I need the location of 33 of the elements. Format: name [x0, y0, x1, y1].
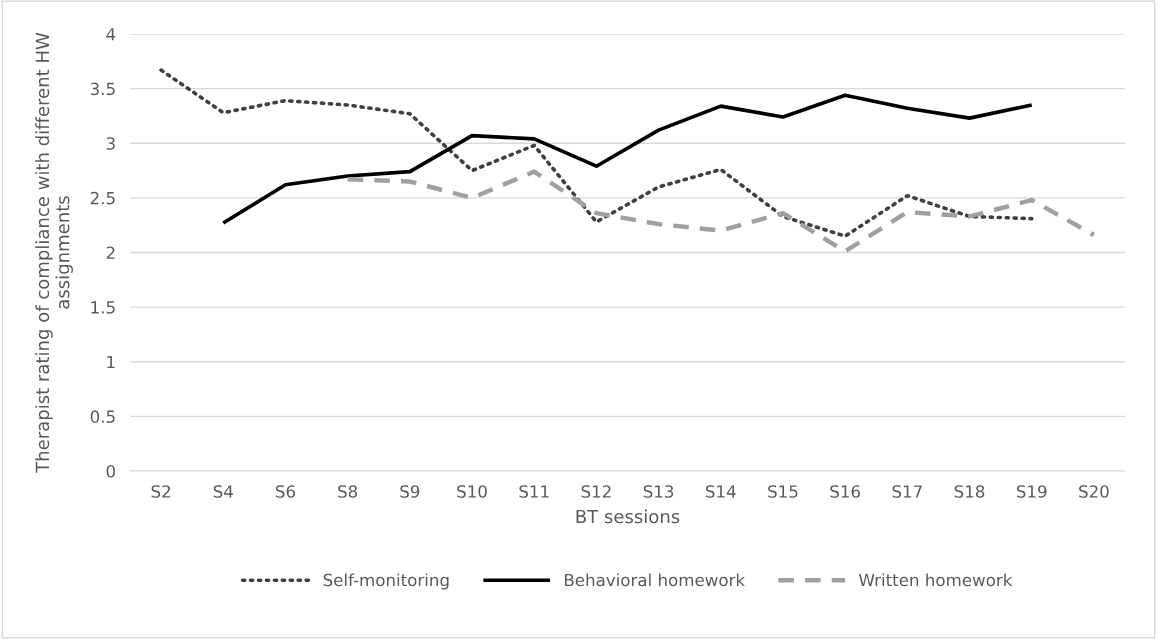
- x-axis-title: BT sessions: [576, 509, 680, 524]
- x-tick-label: S6: [275, 485, 296, 498]
- y-tick-label: 3: [106, 137, 115, 150]
- x-tick-label: S10: [457, 485, 487, 498]
- line-series: [221, 93, 1034, 225]
- line-series: [345, 169, 1097, 254]
- x-tick-label: S2: [151, 485, 171, 498]
- x-tick-label: S12: [581, 485, 611, 498]
- legend-label: Written homework: [858, 573, 1013, 587]
- legend-label: Self-monitoring: [323, 573, 449, 590]
- line-series: [159, 68, 1034, 238]
- x-tick-label: S19: [1016, 485, 1047, 498]
- x-tick-label: S17: [892, 485, 922, 498]
- y-tick-label: 4: [106, 28, 116, 41]
- y-tick-label: 2.5: [90, 191, 115, 205]
- x-tick-label: S4: [213, 485, 233, 498]
- x-tick-label: S14: [705, 485, 736, 498]
- x-tick-label: S9: [400, 485, 420, 498]
- x-tick-label: S18: [954, 485, 985, 498]
- y-tick-label: 1: [107, 355, 115, 369]
- x-tick-label: S13: [643, 485, 674, 498]
- y-tick-label: 0.5: [90, 410, 115, 423]
- x-tick-label: S16: [830, 485, 860, 498]
- y-axis-title: Therapist rating of compliance with different HW assignments: [35, 32, 73, 473]
- y-tick-label: 2: [106, 246, 115, 259]
- y-tick-label: 0: [106, 464, 115, 478]
- x-tick-label: S8: [338, 485, 358, 498]
- x-tick-label: S20: [1079, 485, 1109, 498]
- y-tick-label: 1.5: [91, 301, 115, 314]
- y-tick-label: 3.5: [90, 82, 115, 96]
- x-tick-label: S15: [768, 485, 798, 498]
- x-tick-label: S11: [519, 485, 549, 498]
- legend-label: Behavioral homework: [564, 573, 746, 587]
